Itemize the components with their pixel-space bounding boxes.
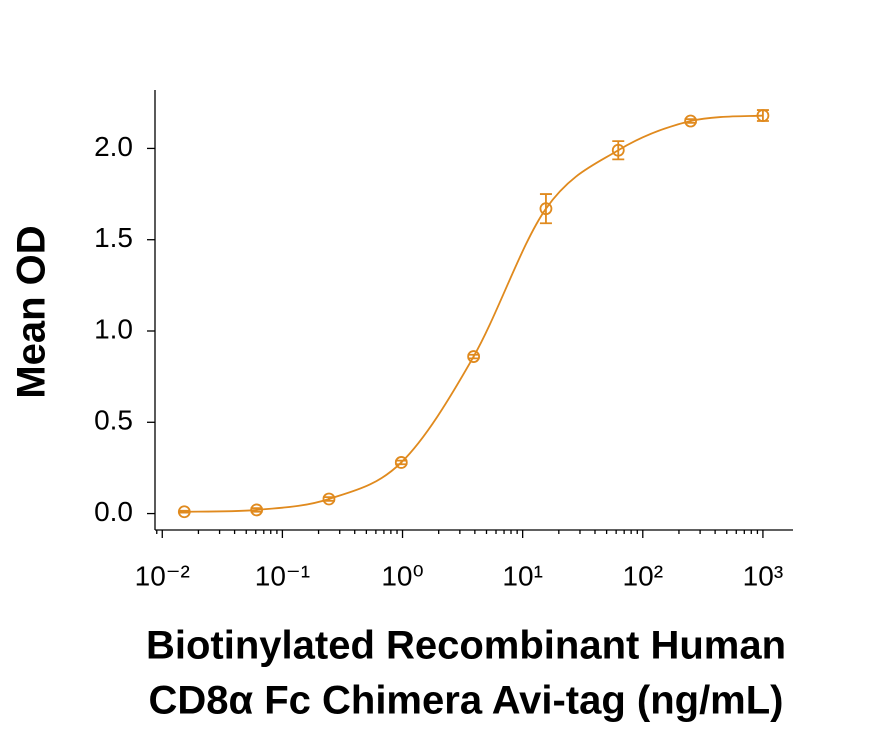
x-tick-label: 10¹ (502, 560, 542, 591)
x-tick-label: 10⁻² (135, 560, 190, 591)
y-tick-label: 0.5 (94, 405, 133, 436)
y-tick-label: 1.0 (94, 313, 133, 344)
point (394, 456, 408, 469)
point (684, 114, 697, 128)
point (177, 505, 191, 519)
y-tick-label: 1.5 (94, 222, 133, 253)
x-axis-label: CD8α Fc Chimera Avi-tag (ng/mL) (148, 679, 783, 723)
error-bar (395, 459, 408, 466)
x-axis-label: Biotinylated Recombinant Human (146, 624, 786, 668)
error-bar (250, 507, 263, 513)
x-tick-label: 10⁻¹ (255, 560, 310, 591)
point (611, 143, 625, 157)
y-axis-label: Mean OD (10, 225, 54, 398)
x-tick-label: 10³ (743, 560, 783, 591)
x-tick-label: 10⁰ (381, 560, 423, 591)
x-tick-label: 10² (623, 560, 663, 591)
error-bar (539, 193, 552, 225)
y-tick-label: 0.0 (94, 496, 133, 527)
error-bar (467, 353, 480, 360)
point (467, 350, 481, 363)
point (539, 202, 553, 216)
error-bar (322, 496, 335, 502)
error-bar (684, 118, 697, 124)
point (250, 503, 264, 517)
point (322, 492, 336, 506)
error-bar (178, 509, 191, 514)
y-tick-label: 2.0 (94, 131, 133, 162)
point (756, 109, 770, 122)
fit-curve (184, 114, 763, 513)
